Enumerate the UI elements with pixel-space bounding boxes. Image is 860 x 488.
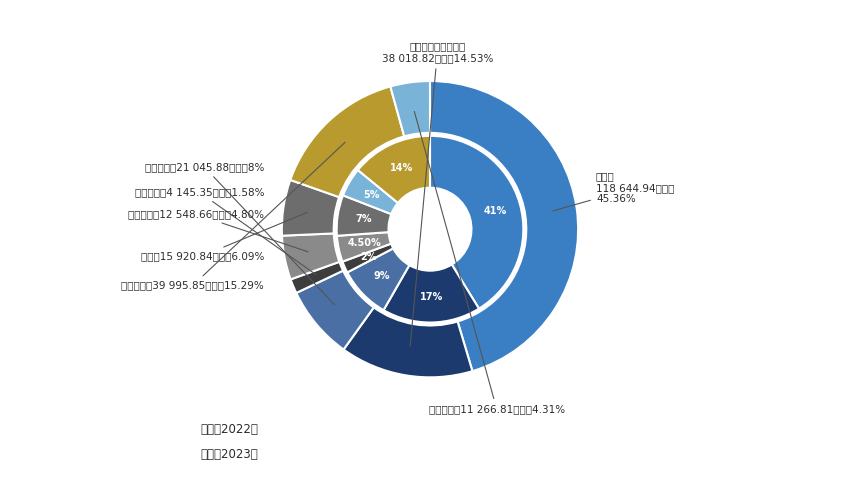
Text: 金融产品，11 266.81亿元，4.31%: 金融产品，11 266.81亿元，4.31% xyxy=(415,111,565,414)
Wedge shape xyxy=(282,180,339,236)
Text: 9%: 9% xyxy=(373,271,390,281)
Text: 银行存款，39 995.85亿元，15.29%: 银行存款，39 995.85亿元，15.29% xyxy=(121,142,345,290)
Wedge shape xyxy=(342,244,393,272)
Wedge shape xyxy=(282,233,340,280)
Text: 股权投资，4 145.35亿元，1.58%: 股权投资，4 145.35亿元，1.58% xyxy=(134,187,316,274)
Wedge shape xyxy=(291,86,404,197)
Wedge shape xyxy=(430,81,578,371)
Wedge shape xyxy=(358,136,430,203)
Wedge shape xyxy=(297,271,374,349)
Wedge shape xyxy=(343,170,398,214)
Wedge shape xyxy=(343,307,472,377)
Wedge shape xyxy=(337,232,391,262)
Text: 保险资产管理产品，
38 018.82亿元，14.53%: 保险资产管理产品， 38 018.82亿元，14.53% xyxy=(382,41,493,346)
Text: 4.50%: 4.50% xyxy=(347,239,381,248)
Wedge shape xyxy=(390,81,430,136)
Wedge shape xyxy=(291,262,343,293)
Wedge shape xyxy=(347,248,409,310)
Text: 其他资产，21 045.88亿元，8%: 其他资产，21 045.88亿元，8% xyxy=(144,162,335,305)
Text: 7%: 7% xyxy=(355,214,372,224)
Text: 外圈：2023年: 外圈：2023年 xyxy=(200,448,258,461)
Wedge shape xyxy=(384,264,479,323)
Text: 债券，
118 644.94亿元，
45.36%: 债券， 118 644.94亿元， 45.36% xyxy=(553,171,674,211)
Wedge shape xyxy=(336,195,391,236)
Text: 股票，15 920.84亿元，6.09%: 股票，15 920.84亿元，6.09% xyxy=(141,212,307,261)
Text: 5%: 5% xyxy=(364,190,380,200)
Text: 17%: 17% xyxy=(420,292,443,302)
Text: 41%: 41% xyxy=(483,206,507,216)
Wedge shape xyxy=(430,136,524,308)
Text: 公募基金，12 548.66亿元，4.80%: 公募基金，12 548.66亿元，4.80% xyxy=(128,209,308,252)
Text: 内圈：2022年: 内圈：2022年 xyxy=(200,423,258,436)
Text: 14%: 14% xyxy=(390,163,413,173)
Text: 2%: 2% xyxy=(360,252,377,262)
